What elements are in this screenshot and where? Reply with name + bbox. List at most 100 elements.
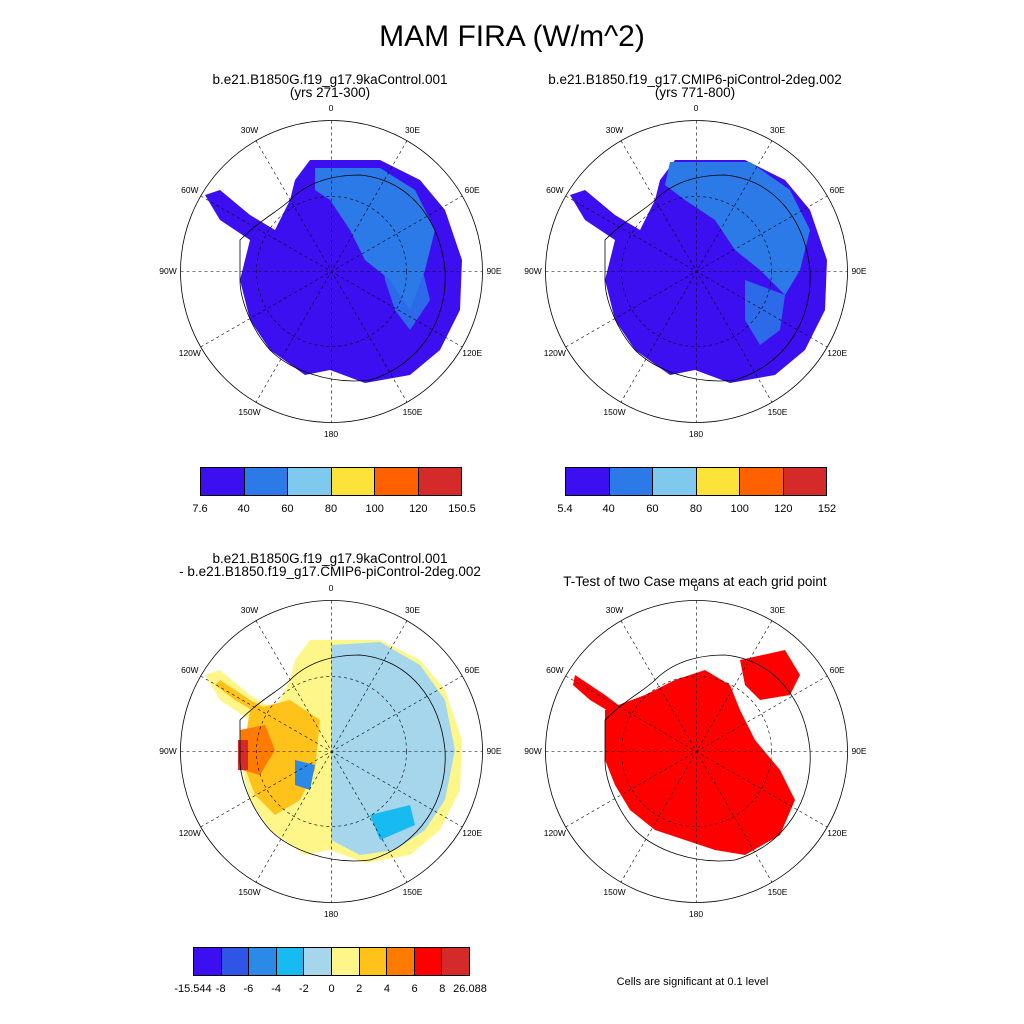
- colorbar-box: [418, 468, 461, 495]
- colorbar-tick-label: 120: [774, 503, 793, 515]
- colorbar-tick-label: 60: [281, 503, 294, 515]
- colorbar-box: [359, 948, 388, 975]
- colorbar-box: [331, 468, 375, 495]
- lon-label: 150W: [238, 887, 261, 898]
- colorbar-tick-label: 4: [383, 983, 390, 995]
- panel-title-4: T-Test of two Case means at each grid po…: [563, 574, 827, 589]
- colorbar-difference: [193, 947, 470, 976]
- colorbar-tick-label: -8: [215, 983, 226, 995]
- polar-map-ttest: [545, 600, 848, 903]
- polar-map-case2: [545, 120, 848, 423]
- colorbar-case1: [200, 467, 462, 496]
- colorbar-box: [414, 948, 443, 975]
- lon-label: 150W: [603, 407, 626, 418]
- panel-title-2: b.e21.B1850.f19_g17.CMIP6-piControl-2deg…: [548, 72, 842, 100]
- colorbar-box: [696, 468, 740, 495]
- lon-label: 150W: [238, 407, 261, 418]
- colorbar-tick-label: 26.088: [453, 983, 487, 995]
- colorbar-box: [387, 948, 415, 975]
- polar-map-difference: [180, 600, 483, 903]
- lon-label: 30W: [605, 124, 624, 135]
- main-title: MAM FIRA (W/m^2): [379, 20, 645, 53]
- colorbar-tick-label: 8: [439, 983, 446, 995]
- lon-label: 180: [688, 909, 704, 919]
- lon-label: 120W: [543, 347, 566, 358]
- colorbar-box: [288, 468, 332, 495]
- lon-label: 60W: [546, 184, 564, 195]
- lon-label: 30W: [240, 124, 259, 135]
- lon-label: 150E: [402, 407, 423, 418]
- lon-label: 150W: [603, 887, 626, 898]
- lon-label: 30W: [605, 604, 624, 615]
- lon-label: 90W: [524, 266, 542, 276]
- lon-label: 90W: [524, 746, 542, 756]
- lon-label: 60E: [829, 664, 845, 675]
- lon-label: 120E: [462, 347, 483, 358]
- colorbar-tick-label: 40: [602, 503, 615, 515]
- colorbar-case2: [565, 467, 827, 496]
- lon-label: 150E: [767, 887, 788, 898]
- colorbar-box: [331, 948, 360, 975]
- colorbar-box: [249, 948, 277, 975]
- colorbar-tick-label: 60: [646, 503, 659, 515]
- colorbar-tick-label: 80: [324, 503, 338, 515]
- lon-label: 90W: [159, 266, 177, 276]
- colorbar-tick-label: 120: [409, 503, 428, 515]
- colorbar-box: [653, 468, 697, 495]
- colorbar-box: [566, 468, 610, 495]
- colorbar-tick-label: -4: [271, 983, 281, 995]
- lon-label: 60W: [181, 664, 199, 675]
- lon-label: 180: [323, 429, 339, 439]
- colorbar-box: [304, 948, 332, 975]
- lon-label: 90W: [159, 746, 177, 756]
- lon-label: 90E: [486, 266, 502, 276]
- colorbar-tick-label: 80: [689, 503, 703, 515]
- lon-label: 30E: [769, 604, 786, 615]
- colorbar-tick-label: 40: [237, 503, 250, 515]
- lon-label: 120W: [543, 827, 566, 838]
- colorbar-tick-label: 7.6: [192, 503, 208, 515]
- colorbar-box: [194, 948, 222, 975]
- lon-label: 0: [328, 583, 334, 593]
- colorbar-tick-label: 100: [365, 503, 384, 515]
- lon-label: 60W: [546, 664, 564, 675]
- colorbar-tick-label: 150.5: [448, 503, 476, 515]
- colorbar-box: [276, 948, 305, 975]
- significance-note: Cells are significant at 0.1 level: [616, 976, 769, 988]
- lon-label: 30E: [404, 604, 421, 615]
- colorbar-box: [375, 468, 419, 495]
- lon-label: 60W: [181, 184, 199, 195]
- lon-label: 180: [688, 429, 704, 439]
- lon-label: 120E: [827, 347, 848, 358]
- lon-label: 30E: [769, 124, 786, 135]
- colorbar-tick-label: 100: [730, 503, 749, 515]
- colorbar-tick-label: 0: [328, 983, 335, 995]
- lon-label: 120E: [827, 827, 848, 838]
- lon-label: 120W: [178, 827, 201, 838]
- colorbar-tick-label: 6: [411, 983, 418, 995]
- lon-label: 0: [693, 103, 699, 113]
- lon-label: 90E: [851, 266, 867, 276]
- lon-label: 60E: [464, 184, 480, 195]
- lon-label: 150E: [402, 887, 423, 898]
- colorbar-box: [244, 468, 288, 495]
- lon-label: 120E: [462, 827, 483, 838]
- colorbar-box: [740, 468, 784, 495]
- colorbar-tick-label: 152: [817, 503, 837, 515]
- lon-label: 90E: [851, 746, 867, 756]
- lon-label: 0: [328, 103, 334, 113]
- colorbar-box: [783, 468, 826, 495]
- panel-title-1: b.e21.B1850G.f19_g17.9kaControl.001 (yrs …: [212, 72, 448, 100]
- colorbar-tick-label: -6: [243, 983, 254, 995]
- polar-map-case1: [180, 120, 483, 423]
- lon-label: 90E: [486, 746, 502, 756]
- colorbar-box: [221, 948, 250, 975]
- colorbar-tick-label: -2: [298, 983, 309, 995]
- lon-label: 60E: [829, 184, 845, 195]
- lon-label: 30W: [240, 604, 259, 615]
- lon-label: 180: [323, 909, 339, 919]
- lon-label: 150E: [767, 407, 788, 418]
- colorbar-tick-label: 5.4: [557, 503, 573, 515]
- lon-label: 30E: [404, 124, 421, 135]
- colorbar-tick-label: 2: [356, 983, 363, 995]
